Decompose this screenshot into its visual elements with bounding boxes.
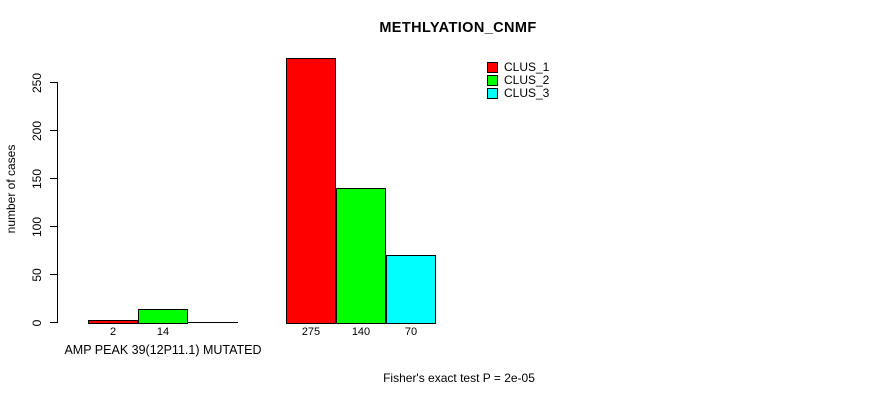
bar-value-label: 70 bbox=[404, 326, 418, 338]
legend-swatch-icon bbox=[487, 62, 498, 73]
chart-title: METHLYATION_CNMF bbox=[379, 20, 537, 36]
y-axis-tick bbox=[50, 178, 57, 179]
bar-clus-1-group2 bbox=[286, 58, 336, 324]
legend-swatch-icon bbox=[487, 75, 498, 86]
legend-label: CLUS_3 bbox=[504, 86, 550, 100]
fisher-test-annotation: Fisher's exact test P = 2e-05 bbox=[383, 371, 535, 385]
bar-clus-3-group1-zero bbox=[188, 322, 238, 323]
bar-clus-2-group2 bbox=[336, 188, 386, 324]
y-axis-tick bbox=[50, 226, 57, 227]
legend-item-clus-1: CLUS_1 bbox=[487, 61, 549, 74]
bar-value-label: 140 bbox=[351, 326, 371, 338]
y-axis-tick bbox=[50, 322, 57, 323]
bar-clus-3-group2 bbox=[386, 255, 436, 324]
y-axis-tick bbox=[50, 130, 57, 131]
x-axis-group-label: AMP PEAK 39(12P11.1) MUTATED bbox=[64, 343, 262, 357]
bar-value-label: 14 bbox=[156, 326, 170, 338]
y-axis-tick-label: 250 bbox=[30, 72, 44, 93]
legend-item-clus-2: CLUS_2 bbox=[487, 74, 549, 87]
bar-clus-2-group1 bbox=[138, 309, 188, 324]
y-axis-tick-label: 100 bbox=[30, 216, 44, 237]
bar-value-label: 2 bbox=[109, 326, 117, 338]
legend-label: CLUS_1 bbox=[504, 60, 550, 74]
legend: CLUS_1 CLUS_2 CLUS_3 bbox=[487, 61, 549, 100]
legend-item-clus-3: CLUS_3 bbox=[487, 87, 549, 100]
legend-swatch-icon bbox=[487, 88, 498, 99]
y-axis-tick bbox=[50, 274, 57, 275]
y-axis-tick-label: 0 bbox=[30, 319, 44, 326]
y-axis-tick-label: 50 bbox=[30, 267, 44, 282]
y-axis-tick-label: 150 bbox=[30, 168, 44, 189]
legend-label: CLUS_2 bbox=[504, 73, 550, 87]
y-axis-line bbox=[57, 82, 58, 323]
y-axis-tick-label: 200 bbox=[30, 120, 44, 141]
bar-value-label: 275 bbox=[301, 326, 321, 338]
y-axis-tick bbox=[50, 82, 57, 83]
bar-clus-1-group1 bbox=[88, 320, 138, 324]
